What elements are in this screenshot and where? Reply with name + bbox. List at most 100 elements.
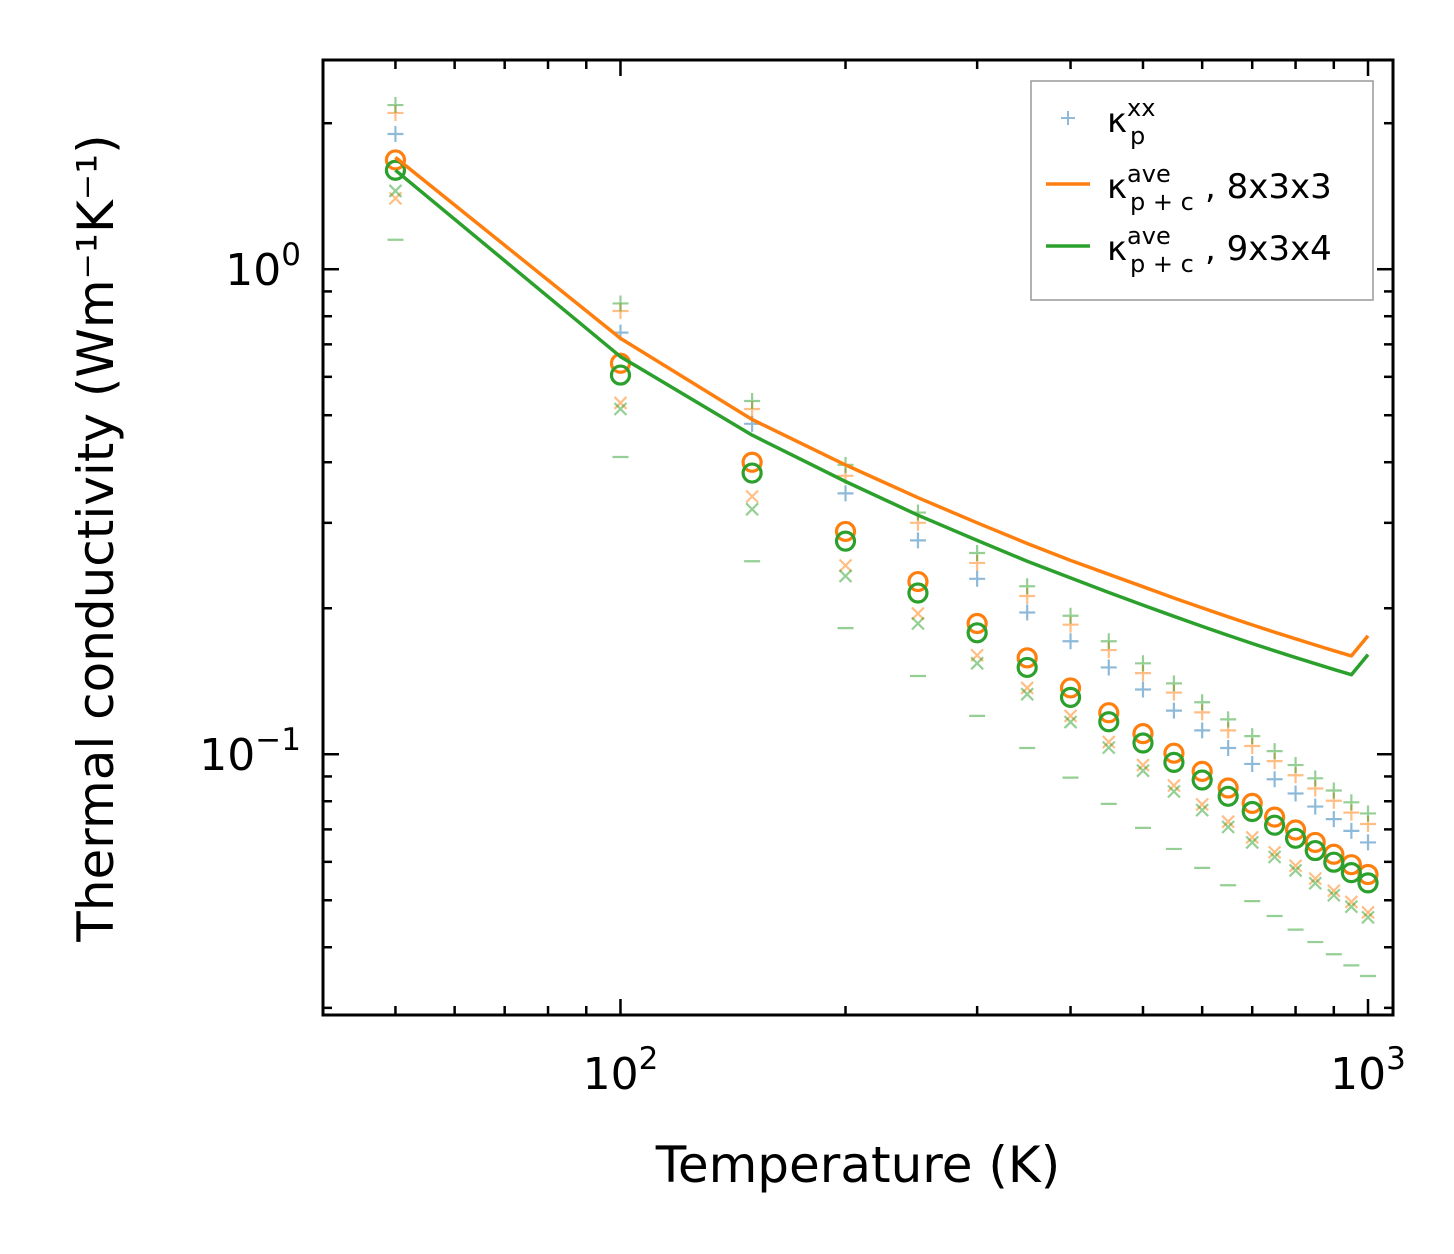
data-point-kp_xx_blue_plus-1000 (1360, 834, 1377, 851)
series-green_minus (387, 238, 1377, 978)
data-point-kpc_ave_8x3x3_circles-650 (1217, 777, 1239, 799)
data-point-green_plus-700 (1244, 728, 1261, 745)
data-point-orange_x-750 (1267, 845, 1282, 860)
data-point-orange_x-800 (1288, 858, 1303, 873)
legend-suffix-2: , 8x3x3 (1205, 167, 1332, 207)
data-point-orange_x-700 (1245, 830, 1259, 845)
data-point-green_x-150 (745, 502, 759, 517)
data-point-kpc_ave_9x3x4_circles-400 (1059, 686, 1082, 708)
data-point-green_x-250 (911, 616, 925, 631)
data-point-kp_xx_blue_plus-50 (387, 126, 404, 143)
data-point-orange_x-450 (1102, 735, 1116, 749)
data-point-kpc_ave_9x3x4_circles-750 (1264, 814, 1286, 836)
data-point-kpc_ave_8x3x3_circles-700 (1241, 792, 1263, 814)
data-point-kp_xx_blue_plus-400 (1062, 633, 1079, 650)
data-point-kpc_ave_9x3x4_circles-100 (609, 364, 632, 386)
data-point-kpc_ave_9x3x4_circles-300 (966, 622, 988, 644)
data-point-kpc_ave_9x3x4_circles-700 (1241, 800, 1263, 823)
data-point-orange_x-500 (1136, 758, 1150, 772)
data-point-kpc_ave_8x3x3_circles-50 (384, 149, 407, 171)
data-point-orange_x-650 (1221, 814, 1235, 829)
data-point-green_plus-50 (387, 97, 404, 114)
series-green_plus (387, 97, 1377, 822)
x-tick-label-1000: 103 (1330, 1041, 1406, 1100)
y-axis-label: Thermal conductivity (Wm⁻¹K⁻¹) (67, 134, 125, 942)
data-point-kpc_ave_8x3x3_circles-550 (1163, 742, 1185, 764)
legend-marker-plus (1061, 111, 1075, 125)
data-point-kpc_ave_9x3x4_circles-150 (741, 462, 763, 484)
data-point-orange_x-600 (1195, 797, 1209, 812)
data-point-kpc_ave_8x3x3_circles-600 (1191, 760, 1213, 782)
data-point-green_x-550 (1167, 784, 1181, 799)
data-point-green_x-100 (613, 402, 628, 416)
data-point-orange_x-100 (613, 396, 628, 410)
x-tick-label-100: 102 (583, 1041, 659, 1100)
data-point-kpc_ave_8x3x3_circles-800 (1284, 819, 1307, 841)
data-point-kpc_ave_9x3x4_circles-50 (384, 159, 407, 181)
legend-subscript-1: p (1130, 122, 1145, 150)
data-point-kpc_ave_8x3x3_circles-200 (834, 520, 857, 543)
data-point-kp_xx_blue_plus-350 (1019, 604, 1036, 621)
data-point-green_plus-550 (1165, 675, 1182, 692)
data-point-kp_xx_blue_plus-900 (1325, 811, 1342, 828)
data-point-green_x-50 (388, 184, 403, 198)
data-point-kpc_ave_9x3x4_circles-450 (1098, 711, 1120, 733)
data-point-kpc_ave_9x3x4_circles-600 (1191, 769, 1213, 791)
data-point-green_plus-400 (1062, 607, 1079, 624)
data-point-green_plus-650 (1220, 711, 1237, 728)
series-line-kpc_ave_9x3x4_line (394, 168, 1370, 677)
data-point-orange_x-350 (1020, 681, 1034, 695)
data-point-kpc_ave_9x3x4_circles-550 (1163, 751, 1185, 774)
data-point-orange_x-850 (1308, 871, 1323, 886)
legend-label-3: κave (1107, 222, 1171, 269)
plot-frame (321, 58, 1395, 1017)
data-point-green_x-1000 (1361, 910, 1375, 925)
data-point-kpc_ave_9x3x4_circles-850 (1304, 839, 1326, 862)
legend-label-2: κave (1107, 160, 1171, 207)
data-point-kpc_ave_9x3x4_circles-900 (1323, 851, 1345, 873)
data-point-kpc_ave_8x3x3_circles-500 (1132, 722, 1154, 745)
series-green_x (388, 184, 1375, 925)
data-point-green_plus-900 (1325, 782, 1342, 799)
data-point-green_x-450 (1102, 740, 1116, 755)
data-point-orange_x-150 (745, 489, 759, 504)
data-point-kpc_ave_8x3x3_circles-150 (741, 451, 763, 473)
legend-subscript-3: p + c (1130, 250, 1194, 278)
legend-label-1: κxx (1107, 94, 1155, 141)
data-point-kp_xx_blue_plus-850 (1307, 798, 1324, 815)
y-tick-label-0.1: 10−1 (199, 722, 301, 781)
data-point-green_x-700 (1245, 835, 1259, 850)
data-point-green_x-350 (1020, 687, 1034, 701)
data-point-green_plus-300 (969, 544, 986, 561)
legend-box (1030, 80, 1374, 301)
data-layer (384, 97, 1379, 978)
data-point-kp_xx_blue_plus-800 (1287, 785, 1304, 802)
data-point-orange_x-250 (911, 606, 925, 621)
data-point-kp_xx_blue_plus-600 (1194, 722, 1211, 739)
y-tick-label-1: 100 (225, 237, 301, 296)
data-point-kp_xx_blue_plus-550 (1165, 702, 1182, 719)
series-kpc_ave_9x3x4_line (394, 168, 1370, 677)
data-point-kpc_ave_9x3x4_circles-350 (1016, 656, 1038, 679)
data-point-orange_x-550 (1167, 778, 1181, 793)
data-point-kpc_ave_9x3x4_circles-500 (1132, 732, 1154, 754)
data-point-green_plus-350 (1019, 578, 1036, 595)
data-point-kpc_ave_8x3x3_circles-400 (1059, 677, 1082, 699)
data-point-kp_xx_blue_plus-500 (1134, 681, 1151, 698)
axis-layer: 102 103 10−1 100 (199, 60, 1406, 1100)
data-point-green_plus-150 (744, 392, 761, 409)
data-point-orange_x-900 (1327, 884, 1341, 898)
data-point-green_x-400 (1063, 715, 1078, 729)
data-point-green_x-200 (838, 569, 853, 583)
data-point-green_plus-1000 (1360, 805, 1377, 822)
data-point-kp_xx_blue_plus-450 (1100, 659, 1117, 676)
data-point-kpc_ave_8x3x3_circles-250 (907, 570, 929, 593)
data-point-green_plus-450 (1100, 633, 1117, 650)
data-point-kpc_ave_8x3x3_circles-750 (1264, 806, 1286, 828)
series-orange_x (388, 191, 1375, 920)
legend-subscript-2: p + c (1130, 188, 1194, 216)
